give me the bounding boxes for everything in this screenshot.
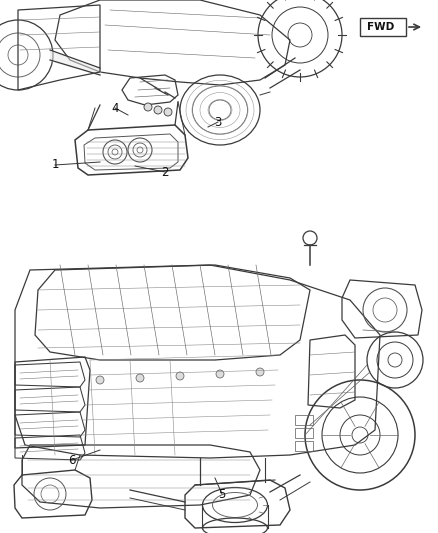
Text: 2: 2 (161, 166, 169, 179)
Text: 6: 6 (68, 454, 76, 466)
Circle shape (96, 376, 104, 384)
Text: 3: 3 (214, 116, 222, 128)
Circle shape (154, 106, 162, 114)
Circle shape (256, 368, 264, 376)
Bar (295, 415, 313, 425)
Text: 1: 1 (51, 158, 59, 172)
Bar (295, 428, 313, 438)
Circle shape (176, 372, 184, 380)
Circle shape (164, 108, 172, 116)
Bar (360, 18, 406, 36)
Text: 5: 5 (218, 488, 226, 500)
Text: FWD: FWD (367, 22, 395, 32)
Circle shape (136, 374, 144, 382)
Bar (295, 441, 313, 451)
Circle shape (144, 103, 152, 111)
Text: 4: 4 (111, 101, 119, 115)
Circle shape (216, 370, 224, 378)
